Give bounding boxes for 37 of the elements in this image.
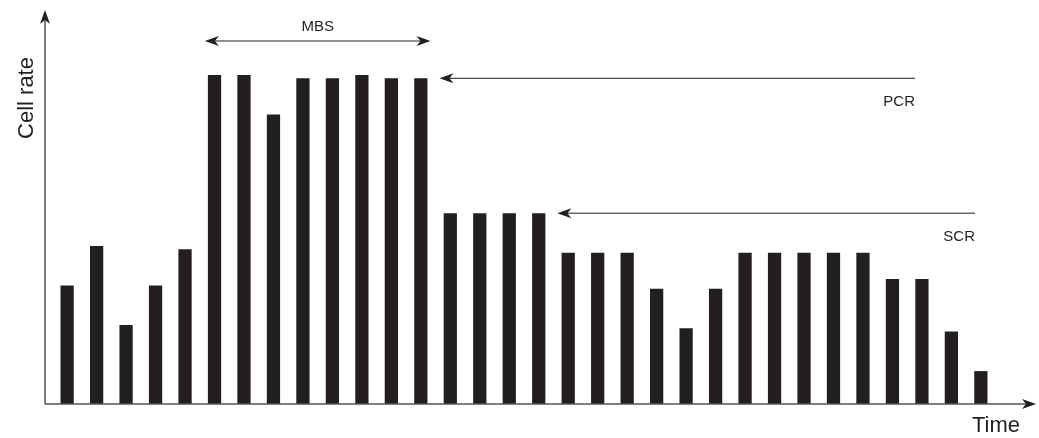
bar bbox=[178, 249, 192, 404]
bar bbox=[443, 213, 457, 404]
bar bbox=[826, 252, 841, 404]
bar bbox=[915, 278, 929, 404]
bar bbox=[237, 75, 251, 404]
bar bbox=[325, 78, 340, 404]
bar bbox=[561, 252, 575, 404]
bar bbox=[797, 252, 811, 404]
bar bbox=[620, 252, 634, 404]
bar bbox=[944, 331, 959, 404]
bar bbox=[355, 75, 369, 404]
bar bbox=[738, 252, 752, 404]
bar bbox=[296, 78, 310, 404]
bar bbox=[767, 252, 782, 404]
text: MBS bbox=[301, 17, 334, 34]
y-axis-title: Cell rate bbox=[13, 57, 38, 139]
bar bbox=[532, 213, 546, 404]
bar bbox=[473, 213, 487, 404]
bar bbox=[856, 252, 870, 404]
bar bbox=[885, 278, 900, 404]
bar bbox=[207, 75, 222, 404]
bar bbox=[502, 213, 516, 404]
bar bbox=[60, 285, 74, 404]
bar bbox=[89, 246, 104, 404]
bar bbox=[591, 252, 605, 404]
bar bbox=[974, 371, 988, 404]
bar bbox=[414, 78, 428, 404]
bar bbox=[266, 114, 281, 404]
bar bbox=[679, 328, 693, 404]
bar bbox=[708, 288, 723, 404]
annotation: SCR bbox=[943, 227, 976, 245]
annotation: PCR bbox=[883, 92, 916, 110]
bar bbox=[119, 325, 133, 404]
x-axis-title: Time bbox=[971, 412, 1020, 437]
bar bbox=[384, 78, 398, 404]
bar bbox=[650, 288, 664, 404]
bar bbox=[148, 285, 163, 404]
